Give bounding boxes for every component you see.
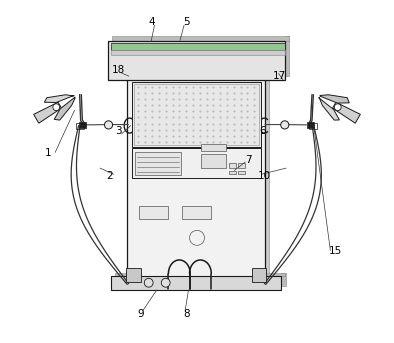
Circle shape bbox=[144, 278, 153, 287]
Text: 3: 3 bbox=[115, 126, 121, 137]
Bar bbox=[201, 144, 226, 151]
Polygon shape bbox=[333, 102, 361, 123]
Bar bbox=[115, 273, 285, 276]
Bar bbox=[281, 273, 286, 286]
Circle shape bbox=[161, 278, 170, 287]
Bar bbox=[78, 122, 86, 128]
Text: 17: 17 bbox=[273, 71, 286, 81]
Text: 5: 5 bbox=[183, 17, 190, 27]
Text: 9: 9 bbox=[138, 309, 144, 319]
Bar bbox=[135, 152, 181, 175]
Polygon shape bbox=[319, 97, 339, 120]
Text: 4: 4 bbox=[149, 17, 155, 27]
Polygon shape bbox=[45, 95, 74, 103]
Text: 6: 6 bbox=[259, 126, 266, 137]
Bar bbox=[182, 206, 211, 219]
Bar bbox=[201, 154, 226, 168]
Bar bbox=[132, 82, 261, 147]
Bar bbox=[108, 40, 285, 80]
Bar bbox=[285, 36, 289, 75]
Text: 8: 8 bbox=[183, 309, 190, 319]
Bar bbox=[76, 123, 84, 129]
Bar bbox=[111, 276, 281, 290]
Bar bbox=[139, 206, 168, 219]
Text: 18: 18 bbox=[112, 65, 125, 75]
Bar bbox=[132, 149, 261, 178]
Bar bbox=[309, 123, 317, 129]
Circle shape bbox=[53, 104, 59, 110]
Bar bbox=[307, 122, 314, 128]
Bar bbox=[134, 84, 259, 145]
Bar bbox=[229, 171, 236, 174]
Text: 1: 1 bbox=[45, 148, 51, 158]
Text: 10: 10 bbox=[258, 170, 271, 180]
Circle shape bbox=[104, 121, 113, 129]
Bar bbox=[112, 36, 289, 40]
Text: 2: 2 bbox=[106, 170, 113, 180]
Text: 15: 15 bbox=[329, 247, 342, 257]
Bar bbox=[127, 69, 265, 282]
Bar bbox=[238, 171, 245, 174]
Bar bbox=[229, 163, 236, 168]
Bar bbox=[111, 43, 285, 50]
Bar bbox=[265, 66, 269, 278]
Polygon shape bbox=[320, 95, 349, 103]
Bar bbox=[126, 268, 141, 282]
Text: 7: 7 bbox=[245, 155, 252, 165]
Bar bbox=[238, 163, 245, 168]
Polygon shape bbox=[54, 97, 75, 120]
Bar bbox=[111, 50, 285, 55]
Bar bbox=[252, 268, 266, 282]
Circle shape bbox=[281, 121, 289, 129]
Polygon shape bbox=[33, 102, 61, 123]
Bar bbox=[132, 66, 269, 69]
Circle shape bbox=[335, 104, 341, 110]
